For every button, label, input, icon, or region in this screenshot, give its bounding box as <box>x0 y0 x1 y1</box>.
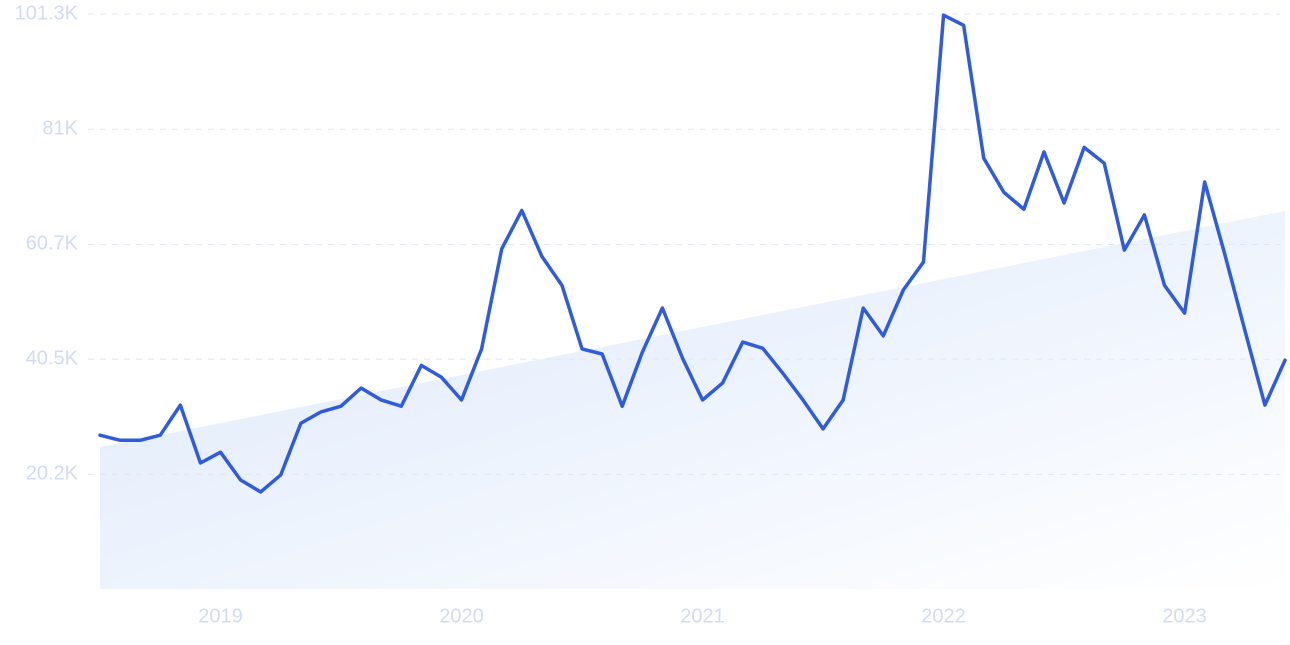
x-tick-label: 2021 <box>680 605 725 627</box>
y-tick-label: 81K <box>42 118 78 140</box>
x-tick-label: 2019 <box>198 605 243 627</box>
x-tick-label: 2022 <box>921 605 966 627</box>
y-tick-label: 60.7K <box>26 233 79 255</box>
y-tick-label: 40.5K <box>26 347 79 369</box>
x-tick-label: 2020 <box>439 605 484 627</box>
y-tick-label: 101.3K <box>15 2 79 24</box>
line <box>98 13 1287 494</box>
trend-area <box>100 210 1285 589</box>
y-tick-label: 20.2K <box>26 463 79 485</box>
x-tick-label: 2023 <box>1162 605 1207 627</box>
